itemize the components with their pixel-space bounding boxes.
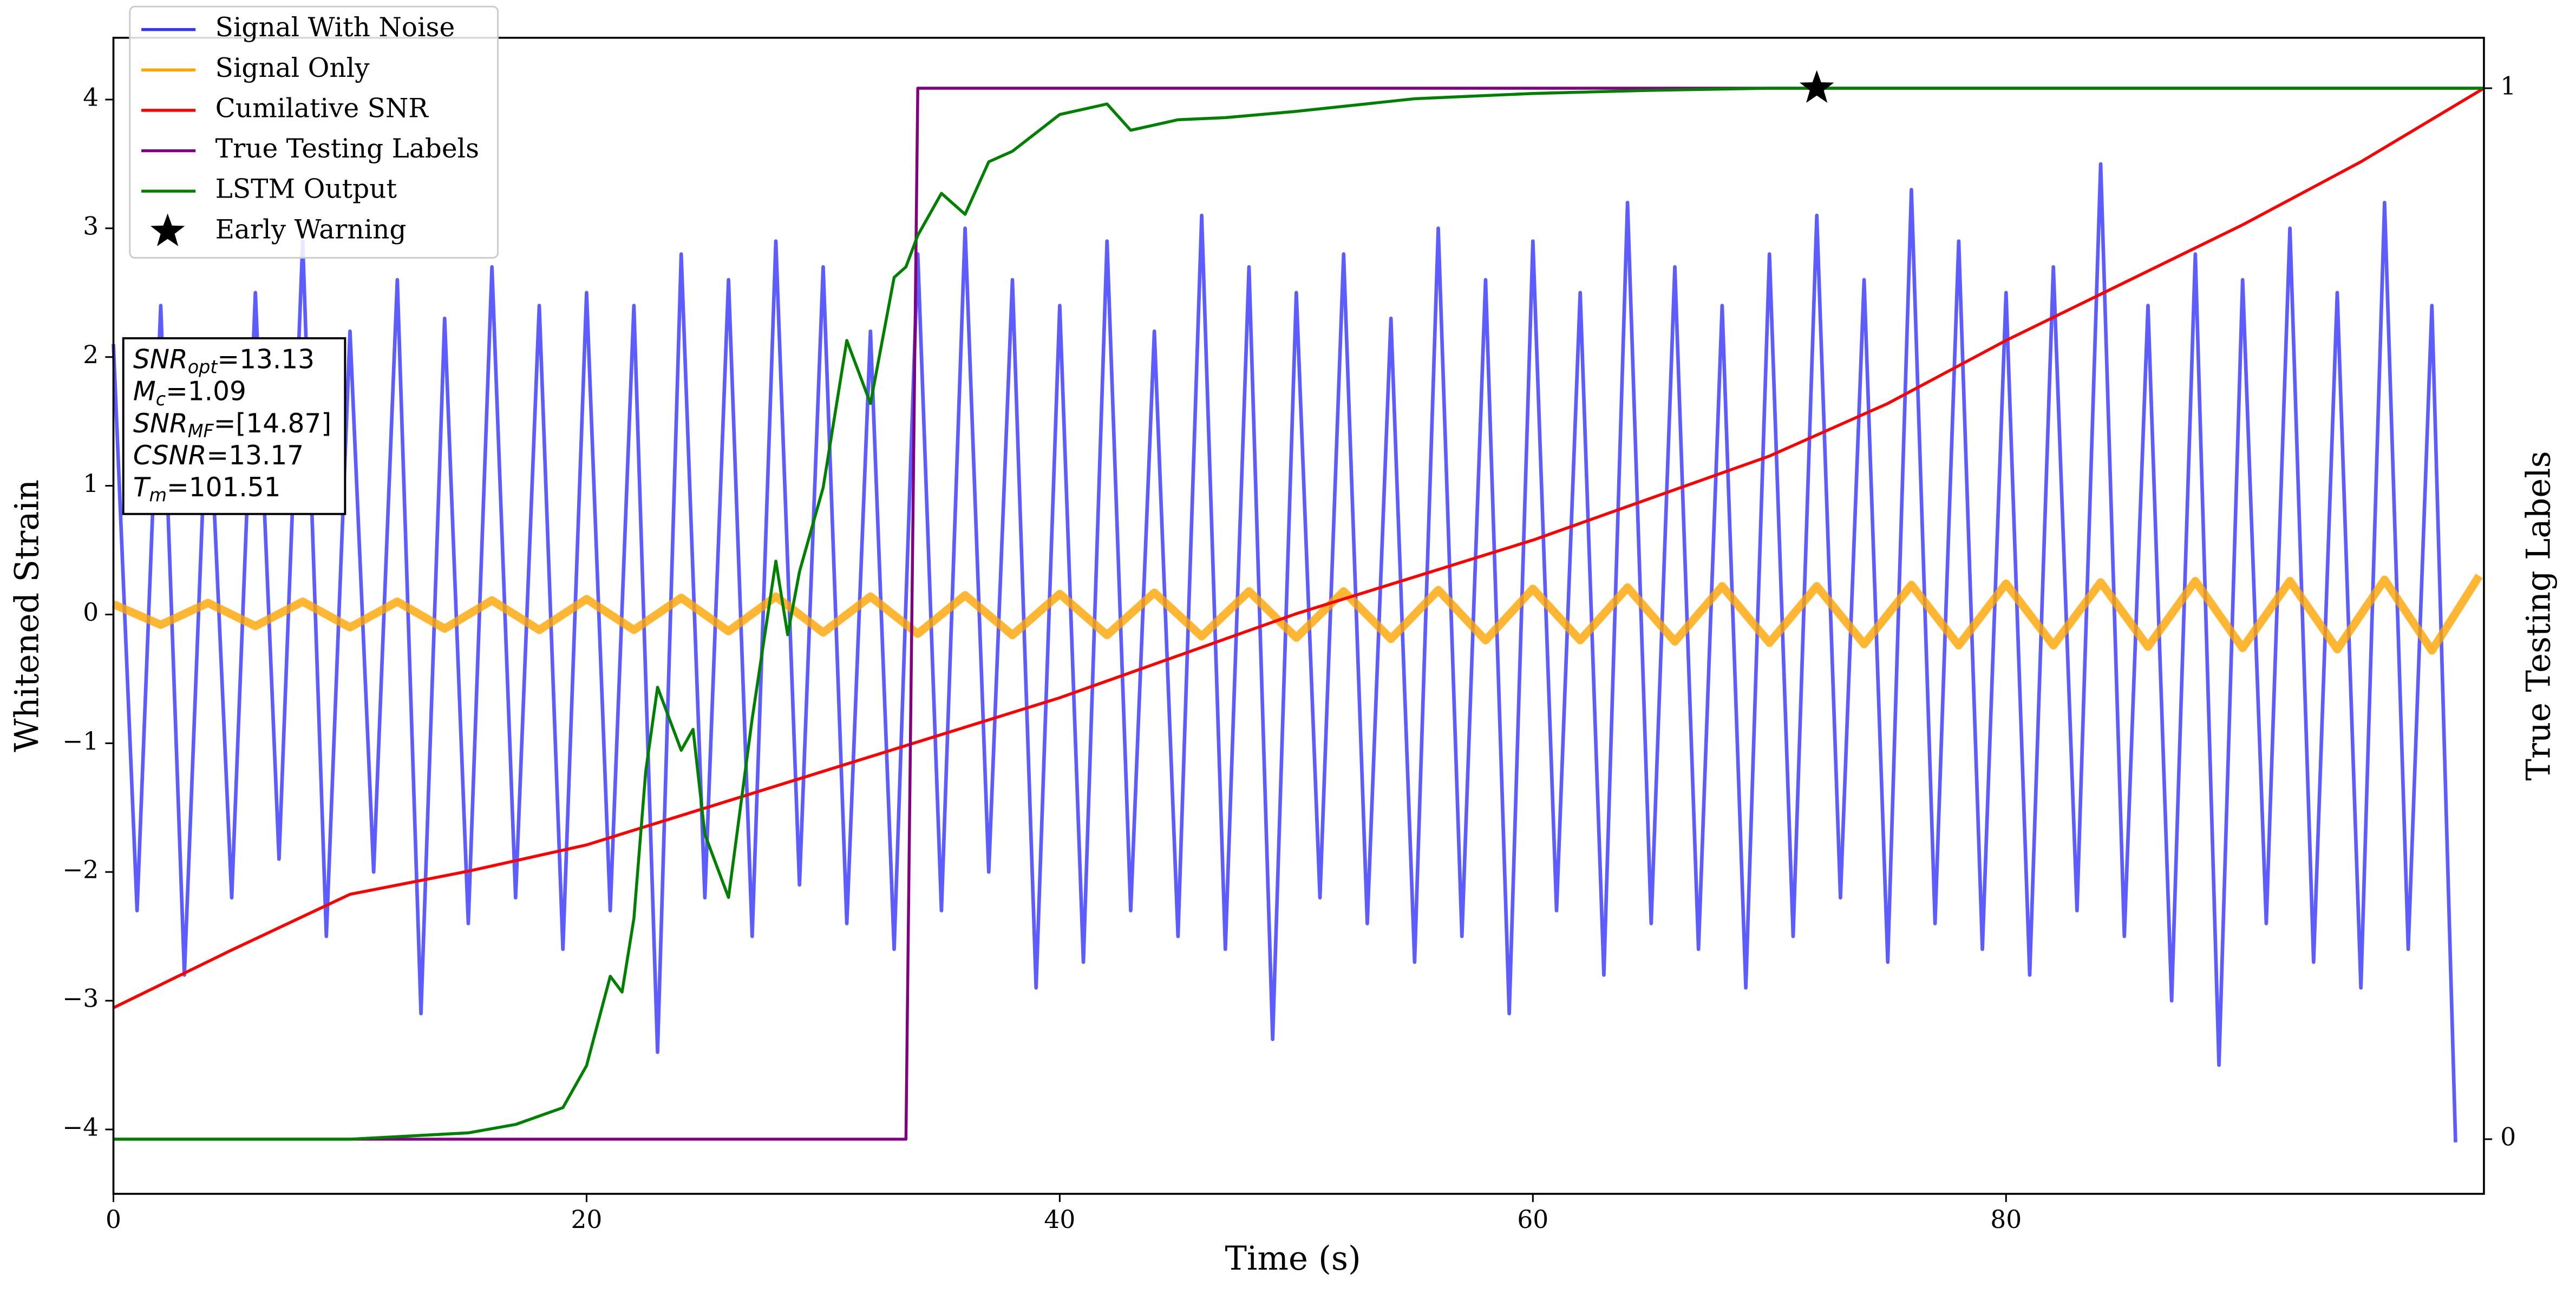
axes-frame [112,36,2485,1195]
series-line [113,87,2485,1009]
annotation-value: =1.09 [166,377,246,407]
y2-tick-label: 0 [2500,1122,2516,1151]
annotation-line: SNRopt=13.13 [133,345,315,378]
legend-label: Signal With Noise [215,12,455,43]
series-line [113,87,2484,1141]
legend-label: Signal Only [215,53,370,83]
x-tick-label: 20 [571,1205,602,1234]
annotation-line: Mc=1.09 [133,377,246,410]
annotation-symbol: SNR [133,409,188,439]
x-tick-label: 60 [1517,1205,1548,1234]
annotation-value: =101.51 [167,472,280,503]
legend-label: Early Warning [215,214,407,245]
annotation-value: =13.13 [217,345,315,375]
early-warning-marker [1799,70,1834,103]
annotation-symbol: SNR [133,345,188,375]
y-tick-label: −3 [62,984,99,1013]
x-tick-label: 40 [1044,1205,1075,1234]
y-axis-label: Whitened Strain [8,479,46,752]
series-line [112,162,2457,1142]
y-tick-label: 3 [83,212,99,240]
y2-tick-label: 1 [2500,72,2516,101]
plot-area [112,70,2485,1142]
y-tick-label: −1 [62,727,99,756]
annotation: SNRopt=13.13Mc=1.09SNRMF=[14.87]CSNR=13.… [122,337,346,515]
annotation-subscript: m [149,484,167,505]
annotation-symbol: CSNR [133,441,207,471]
legend-label: True Testing Labels [215,134,479,164]
x-tick-label: 80 [1990,1205,2022,1234]
y-tick-label: 2 [83,340,99,369]
y2-axis-label: True Testing Labels [2520,451,2558,780]
y-tick-label: 0 [83,598,99,627]
legend-box [129,5,499,259]
series-line [112,574,2483,655]
legend: Signal With Noise Signal Only Cumilative S… [129,5,499,259]
x-tick-label: 0 [106,1205,121,1234]
annotation-subscript: c [156,388,166,409]
annotation-value: =[14.87] [214,409,331,439]
annotation-value: =13.17 [207,441,304,471]
annotation-line: CSNR=13.17 [133,441,304,471]
annotation-symbol: M [133,377,156,407]
annotation-symbol: T [133,472,151,503]
legend-label: Cumilative SNR [215,93,429,123]
annotation-box [122,337,346,515]
y-tick-label: −2 [62,856,99,884]
legend-marker [150,213,185,246]
y-tick-label: 4 [83,83,99,111]
y-tick-label: −4 [62,1113,99,1141]
x-axis-label: Time (s) [1225,1240,1361,1278]
annotation-line: SNRMF=[14.87] [133,409,331,442]
y-tick-label: 1 [83,469,99,498]
annotation-subscript: MF [188,421,214,442]
legend-label: LSTM Output [215,174,397,205]
annotation-line: Tm=101.51 [133,472,281,505]
annotation-subscript: opt [188,356,219,377]
